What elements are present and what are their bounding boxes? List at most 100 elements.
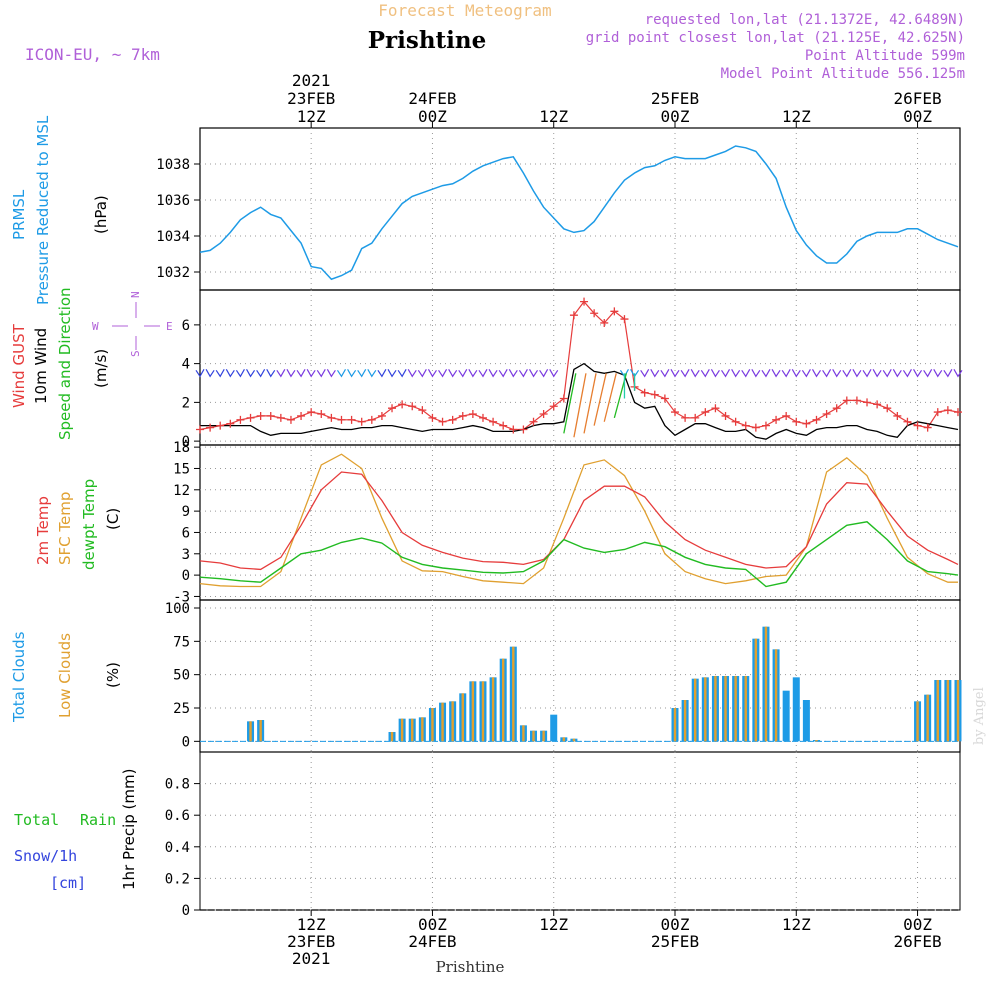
compass-e: E bbox=[166, 320, 173, 333]
prmsl-label: PRMSL bbox=[10, 189, 28, 240]
x-tick-label-bottom: 24FEB bbox=[408, 932, 456, 951]
low-clouds-bar bbox=[572, 738, 576, 742]
y-tick-label: 0 bbox=[182, 903, 190, 919]
low-clouds-bar bbox=[673, 708, 677, 742]
total-clouds-bar bbox=[802, 700, 810, 742]
wind-direction-arrow bbox=[347, 369, 357, 378]
gust-marker bbox=[650, 390, 659, 399]
wind-direction-arrow bbox=[266, 369, 276, 378]
gust-marker bbox=[569, 311, 578, 320]
wind-direction-arrow bbox=[438, 369, 448, 378]
gust-marker bbox=[307, 408, 316, 417]
wind-direction-arrow bbox=[660, 369, 670, 378]
gust-marker bbox=[590, 309, 599, 318]
gust-marker bbox=[468, 410, 477, 418]
y-tick-label: 18 bbox=[173, 440, 190, 456]
wind-direction-arrow bbox=[448, 369, 458, 378]
y-tick-label: 0 bbox=[182, 434, 190, 450]
compass-w: W bbox=[92, 320, 99, 333]
low-clouds-bar bbox=[390, 732, 394, 742]
prmsl-line bbox=[199, 145, 959, 281]
wind-direction-arrow bbox=[246, 369, 256, 378]
y-tick-label: 1038 bbox=[156, 157, 190, 173]
panel-frame-5 bbox=[199, 751, 961, 911]
gust-marker bbox=[367, 415, 376, 424]
wind-direction-arrow bbox=[781, 369, 791, 378]
wind-direction-arrow bbox=[731, 369, 741, 378]
gust-line bbox=[199, 300, 959, 431]
gust-marker bbox=[317, 410, 326, 418]
gust-marker bbox=[761, 421, 770, 430]
gust-marker bbox=[701, 408, 710, 417]
wind-direction-arrow bbox=[923, 369, 933, 378]
pressure-unit: (hPa) bbox=[92, 195, 110, 234]
gust-marker bbox=[640, 388, 649, 397]
wind-direction-arrow bbox=[852, 369, 862, 378]
gust-marker bbox=[438, 417, 447, 426]
gust-marker bbox=[731, 417, 740, 426]
gust-marker bbox=[276, 413, 285, 422]
y-tick-label: 0 bbox=[182, 734, 190, 750]
total-clouds-bar bbox=[782, 690, 790, 742]
wind-direction-arrow bbox=[690, 369, 700, 378]
x-tick-label-top: 00Z bbox=[661, 107, 690, 126]
wind-direction-arrow bbox=[215, 369, 225, 378]
wind-direction-arrow bbox=[225, 369, 235, 378]
low-clouds-bar bbox=[764, 626, 768, 742]
forecast-title: Forecast Meteogram bbox=[378, 1, 551, 20]
wind-direction-arrow bbox=[397, 369, 407, 378]
gust-marker bbox=[863, 398, 872, 407]
wind-direction-arrow bbox=[306, 369, 316, 378]
gust-marker bbox=[822, 410, 831, 418]
gust-marker bbox=[792, 417, 801, 426]
total-label: Total bbox=[14, 811, 59, 829]
wind-direction-arrow bbox=[417, 369, 427, 378]
gust-marker bbox=[549, 402, 558, 411]
gust-marker bbox=[206, 423, 215, 432]
x-tick-label-top: 12Z bbox=[297, 107, 326, 126]
gust-marker bbox=[802, 419, 811, 428]
wind-direction-arrow bbox=[336, 369, 347, 378]
gust-marker bbox=[559, 394, 568, 403]
low-clouds-bar bbox=[946, 680, 950, 742]
wind-direction-arrow bbox=[603, 373, 617, 422]
y-tick-label: 1034 bbox=[156, 229, 190, 245]
gust-marker bbox=[580, 297, 589, 306]
gust-marker bbox=[691, 413, 700, 422]
wind-direction-arrow bbox=[407, 369, 417, 378]
gust-marker bbox=[297, 411, 306, 420]
wind-direction-arrow bbox=[902, 369, 912, 378]
low-clouds-bar bbox=[724, 676, 727, 742]
model-name: ICON-EU, ~ 7km bbox=[25, 45, 160, 64]
gust-marker bbox=[953, 408, 962, 417]
low-clouds-bar bbox=[471, 681, 475, 742]
wind-direction-arrow bbox=[276, 369, 286, 378]
wind-direction-arrow bbox=[943, 369, 953, 378]
low-clouds-bar bbox=[421, 717, 424, 742]
x-tick-label-bottom: 00Z bbox=[903, 915, 932, 934]
gust-marker bbox=[600, 318, 609, 327]
gust-marker bbox=[448, 415, 457, 424]
gust-marker bbox=[852, 396, 861, 405]
wind-direction-arrow bbox=[710, 369, 720, 378]
wind-direction-arrow bbox=[357, 369, 367, 378]
gust-marker bbox=[883, 404, 892, 413]
low-clouds-bar bbox=[936, 680, 939, 742]
wind-direction-arrow bbox=[377, 369, 387, 378]
gust-marker bbox=[842, 396, 851, 405]
gust-marker bbox=[610, 307, 619, 316]
gust-marker bbox=[772, 415, 781, 424]
y-tick-label: 0.2 bbox=[165, 871, 190, 887]
cm-label: [cm] bbox=[50, 874, 86, 892]
wind-direction-arrow bbox=[892, 369, 902, 378]
gust-marker bbox=[478, 413, 487, 422]
dewpt-label: dewpt Temp bbox=[80, 479, 98, 570]
gust-marker bbox=[236, 415, 245, 424]
wind10m-line bbox=[200, 362, 959, 440]
low-clouds-bar bbox=[461, 693, 464, 742]
y-tick-label: 4 bbox=[182, 357, 190, 373]
low-clouds-bar bbox=[815, 740, 818, 742]
gust-marker bbox=[539, 410, 548, 418]
low-clouds-bar bbox=[501, 658, 505, 742]
